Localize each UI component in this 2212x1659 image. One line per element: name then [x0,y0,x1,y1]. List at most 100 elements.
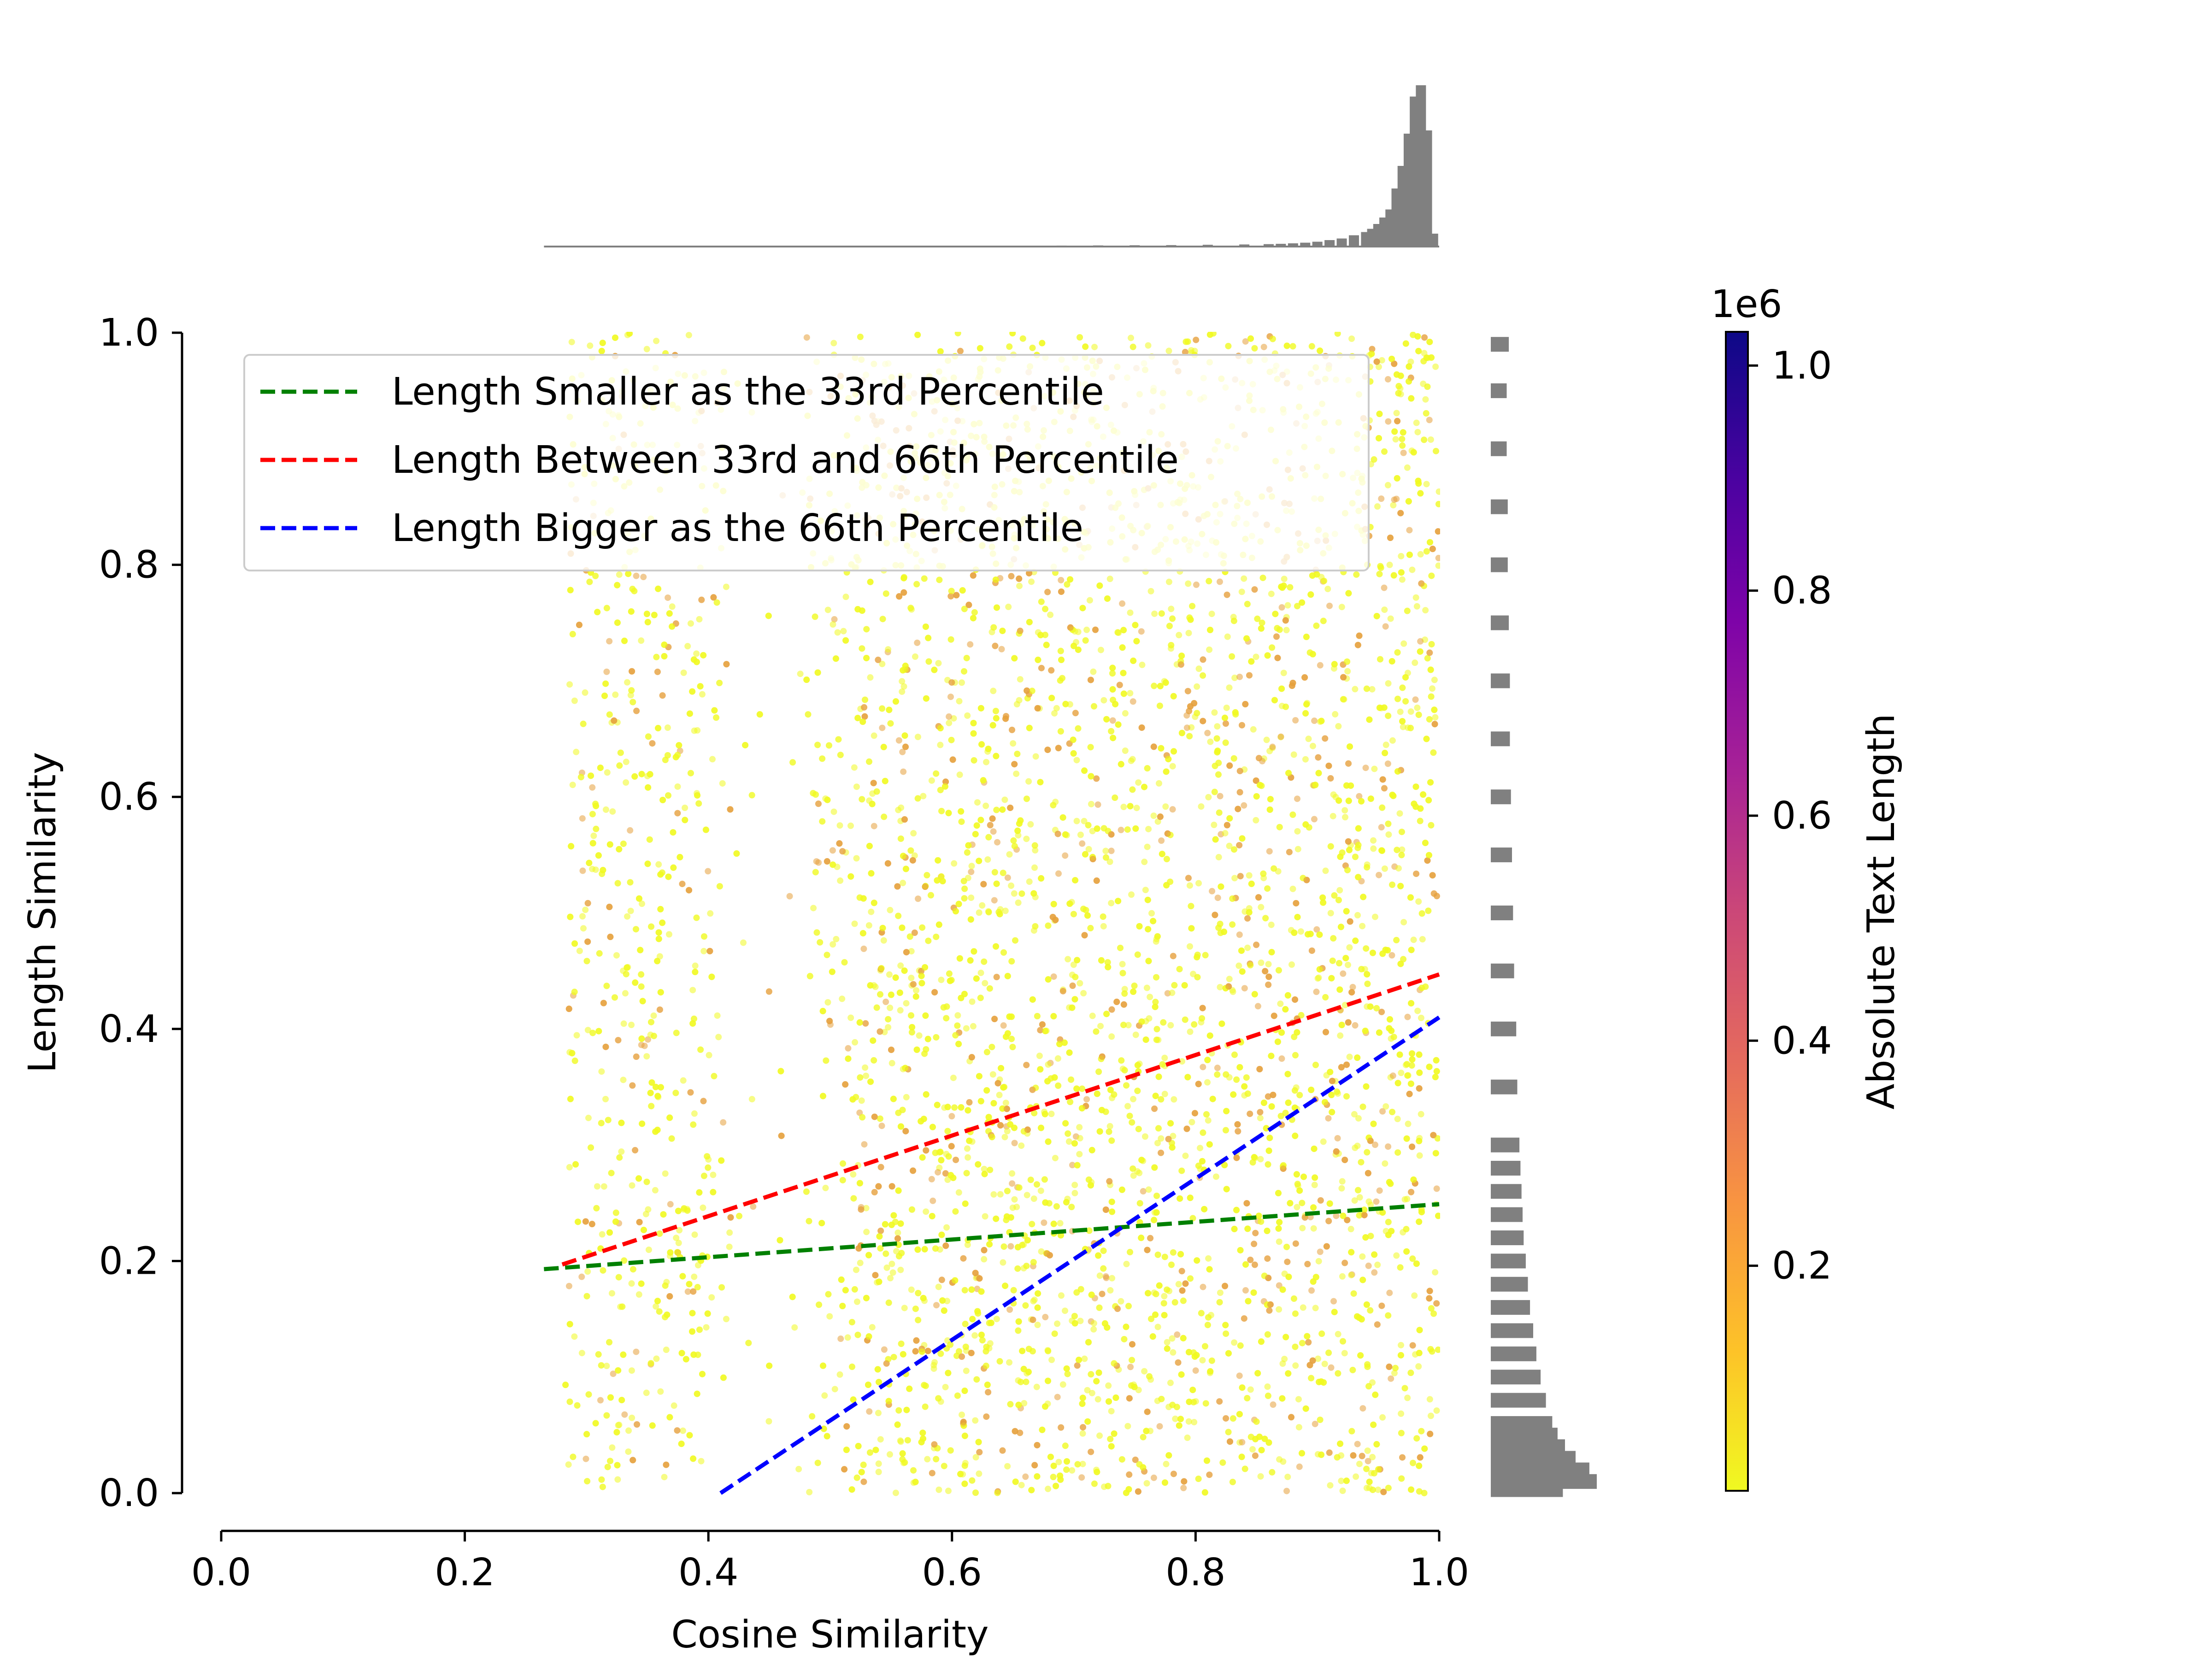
scatter-point [1313,926,1320,933]
scatter-point [1143,1480,1150,1487]
scatter-point [1143,984,1150,991]
scatter-point [797,671,804,677]
scatter-point [1276,1238,1282,1245]
scatter-point [1412,659,1418,666]
scatter-point [880,937,887,944]
scatter-point [1289,885,1296,892]
scatter-point [900,768,907,775]
scatter-point [1339,1273,1346,1280]
scatter-point [599,1231,606,1238]
scatter-point [857,1259,864,1266]
scatter-point [1169,806,1176,813]
scatter-point [1058,577,1065,583]
scatter-point [1418,1014,1424,1021]
scatter-point [720,1119,727,1126]
scatter-point [1189,603,1196,610]
scatter-point [665,931,672,938]
scatter-point [976,1449,983,1456]
scatter-point [663,1347,670,1353]
scatter-point [714,1012,721,1019]
scatter-point [900,683,907,690]
top-hist-bar [654,246,665,247]
scatter-point [1222,830,1229,837]
scatter-point [901,1305,908,1312]
scatter-point [903,1000,910,1007]
top-hist-bar [1263,244,1274,247]
scatter-point [1148,910,1155,917]
scatter-point [1315,1355,1322,1362]
scatter-point [854,1298,861,1305]
scatter-point [885,1024,892,1031]
scatter-point [982,980,988,987]
scatter-point [628,1021,635,1028]
scatter-point [1048,1356,1055,1363]
scatter-point [1106,859,1113,865]
scatter-point [1226,842,1233,849]
scatter-point [1412,594,1419,601]
scatter-point [1338,1185,1345,1192]
top-hist-bar [691,246,701,247]
scatter-point [990,688,997,694]
scatter-point [1276,1306,1282,1313]
scatter-point [1346,944,1353,951]
scatter-point [1334,1135,1341,1141]
scatter-point [624,913,631,920]
scatter-point [1158,837,1165,844]
top-hist-bar [764,246,775,247]
scatter-point [1393,410,1400,417]
scatter-point [627,827,634,834]
scatter-point [653,653,660,660]
scatter-point [1397,708,1404,715]
scatter-point [1077,831,1084,838]
scatter-point [1094,801,1101,808]
scatter-point [1338,604,1345,611]
scatter-point [1433,1407,1440,1414]
scatter-point [568,339,575,346]
scatter-point [916,1032,923,1039]
scatter-point [1299,1224,1306,1231]
scatter-point [968,868,975,875]
scatter-point [1382,741,1389,748]
scatter-point [1106,1123,1113,1130]
scatter-point [958,679,965,686]
scatter-point [1191,1419,1198,1426]
scatter-point [1311,718,1318,724]
scatter-point [830,621,836,628]
scatter-point [862,696,869,703]
scatter-point [982,802,989,809]
scatter-point [1140,1188,1147,1195]
scatter-point [1404,1013,1411,1020]
scatter-point [1062,852,1069,859]
scatter-point [1006,1359,1013,1366]
scatter-point [1071,1190,1078,1197]
scatter-point [981,1165,988,1172]
scatter-point [1119,961,1126,968]
scatter-point [1165,347,1172,354]
scatter-point [1028,578,1035,585]
scatter-point [1079,1430,1086,1437]
scatter-point [1233,1076,1240,1083]
scatter-point [1431,677,1438,683]
scatter-point [710,1171,717,1178]
scatter-point [1057,1220,1064,1227]
scatter-point [623,759,629,765]
scatter-point [1257,1473,1264,1480]
scatter-point [629,1182,635,1189]
scatter-point [1004,1188,1011,1194]
scatter-point [1100,923,1107,930]
scatter-point [1226,976,1233,982]
scatter-point [1333,1212,1340,1219]
scatter-point [831,616,838,623]
top-hist-bar [581,246,592,247]
scatter-point [935,660,942,667]
scatter-point [1200,1283,1206,1290]
scatter-point [1032,753,1039,760]
scatter-point [1088,800,1094,807]
scatter-point [877,1436,884,1443]
scatter-point [1238,588,1245,595]
scatter-point [700,947,707,954]
scatter-point [629,1414,635,1421]
scatter-point [713,714,720,721]
scatter-point [1351,1111,1358,1118]
scatter-point [994,839,1001,846]
